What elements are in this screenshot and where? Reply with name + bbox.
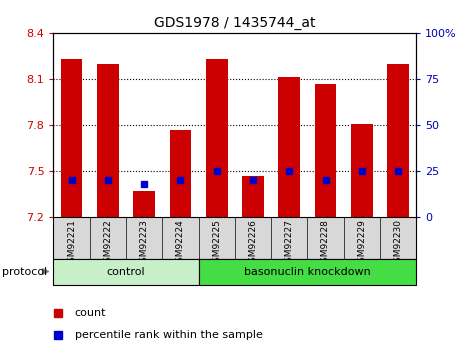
Text: GSM92224: GSM92224 — [176, 219, 185, 267]
Text: GSM92227: GSM92227 — [285, 219, 294, 268]
Bar — [351, 124, 372, 217]
Text: protocol: protocol — [2, 267, 47, 276]
Bar — [170, 130, 191, 217]
Bar — [242, 176, 264, 217]
Text: GSM92222: GSM92222 — [103, 219, 113, 267]
Bar — [53, 259, 199, 285]
Bar — [133, 191, 155, 217]
Text: percentile rank within the sample: percentile rank within the sample — [74, 330, 262, 340]
Text: GSM92229: GSM92229 — [357, 219, 366, 268]
Bar — [279, 77, 300, 217]
Text: count: count — [74, 308, 106, 318]
Text: GSM92223: GSM92223 — [140, 219, 149, 268]
Bar — [387, 63, 409, 217]
Bar — [315, 83, 336, 217]
Bar — [199, 259, 416, 285]
Text: GSM92230: GSM92230 — [393, 219, 403, 268]
Text: basonuclin knockdown: basonuclin knockdown — [244, 267, 371, 277]
Title: GDS1978 / 1435744_at: GDS1978 / 1435744_at — [154, 16, 316, 30]
Bar — [97, 63, 119, 217]
Text: GSM92221: GSM92221 — [67, 219, 76, 268]
Text: GSM92226: GSM92226 — [248, 219, 258, 268]
Text: control: control — [106, 267, 146, 277]
Bar — [61, 59, 82, 217]
Text: GSM92228: GSM92228 — [321, 219, 330, 268]
Bar — [206, 59, 227, 217]
Text: GSM92225: GSM92225 — [212, 219, 221, 268]
